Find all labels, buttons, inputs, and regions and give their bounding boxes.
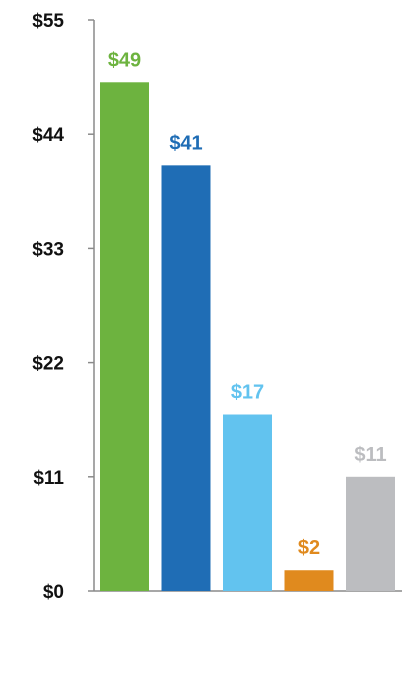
bar bbox=[100, 82, 149, 592]
y-tick-label: $22 bbox=[32, 354, 64, 375]
bar bbox=[223, 414, 272, 591]
y-tick-label: $33 bbox=[32, 239, 64, 260]
y-tick-label: $11 bbox=[33, 468, 64, 489]
bar-value-label: $41 bbox=[169, 132, 202, 154]
bar-value-label: $11 bbox=[354, 444, 386, 466]
bar bbox=[161, 165, 211, 591]
bars bbox=[100, 82, 395, 592]
data-labels: $49 $41 $17 $2 $11 bbox=[108, 49, 387, 559]
bar-value-label: $2 bbox=[298, 537, 320, 559]
bar-value-label: $49 bbox=[108, 49, 141, 71]
y-tick-label: $55 bbox=[32, 11, 64, 32]
y-tick-label: $0 bbox=[43, 582, 64, 603]
y-tick-label: $44 bbox=[32, 125, 64, 146]
bar-value-label: $17 bbox=[231, 382, 264, 404]
bar bbox=[346, 476, 395, 591]
bar bbox=[284, 570, 334, 591]
